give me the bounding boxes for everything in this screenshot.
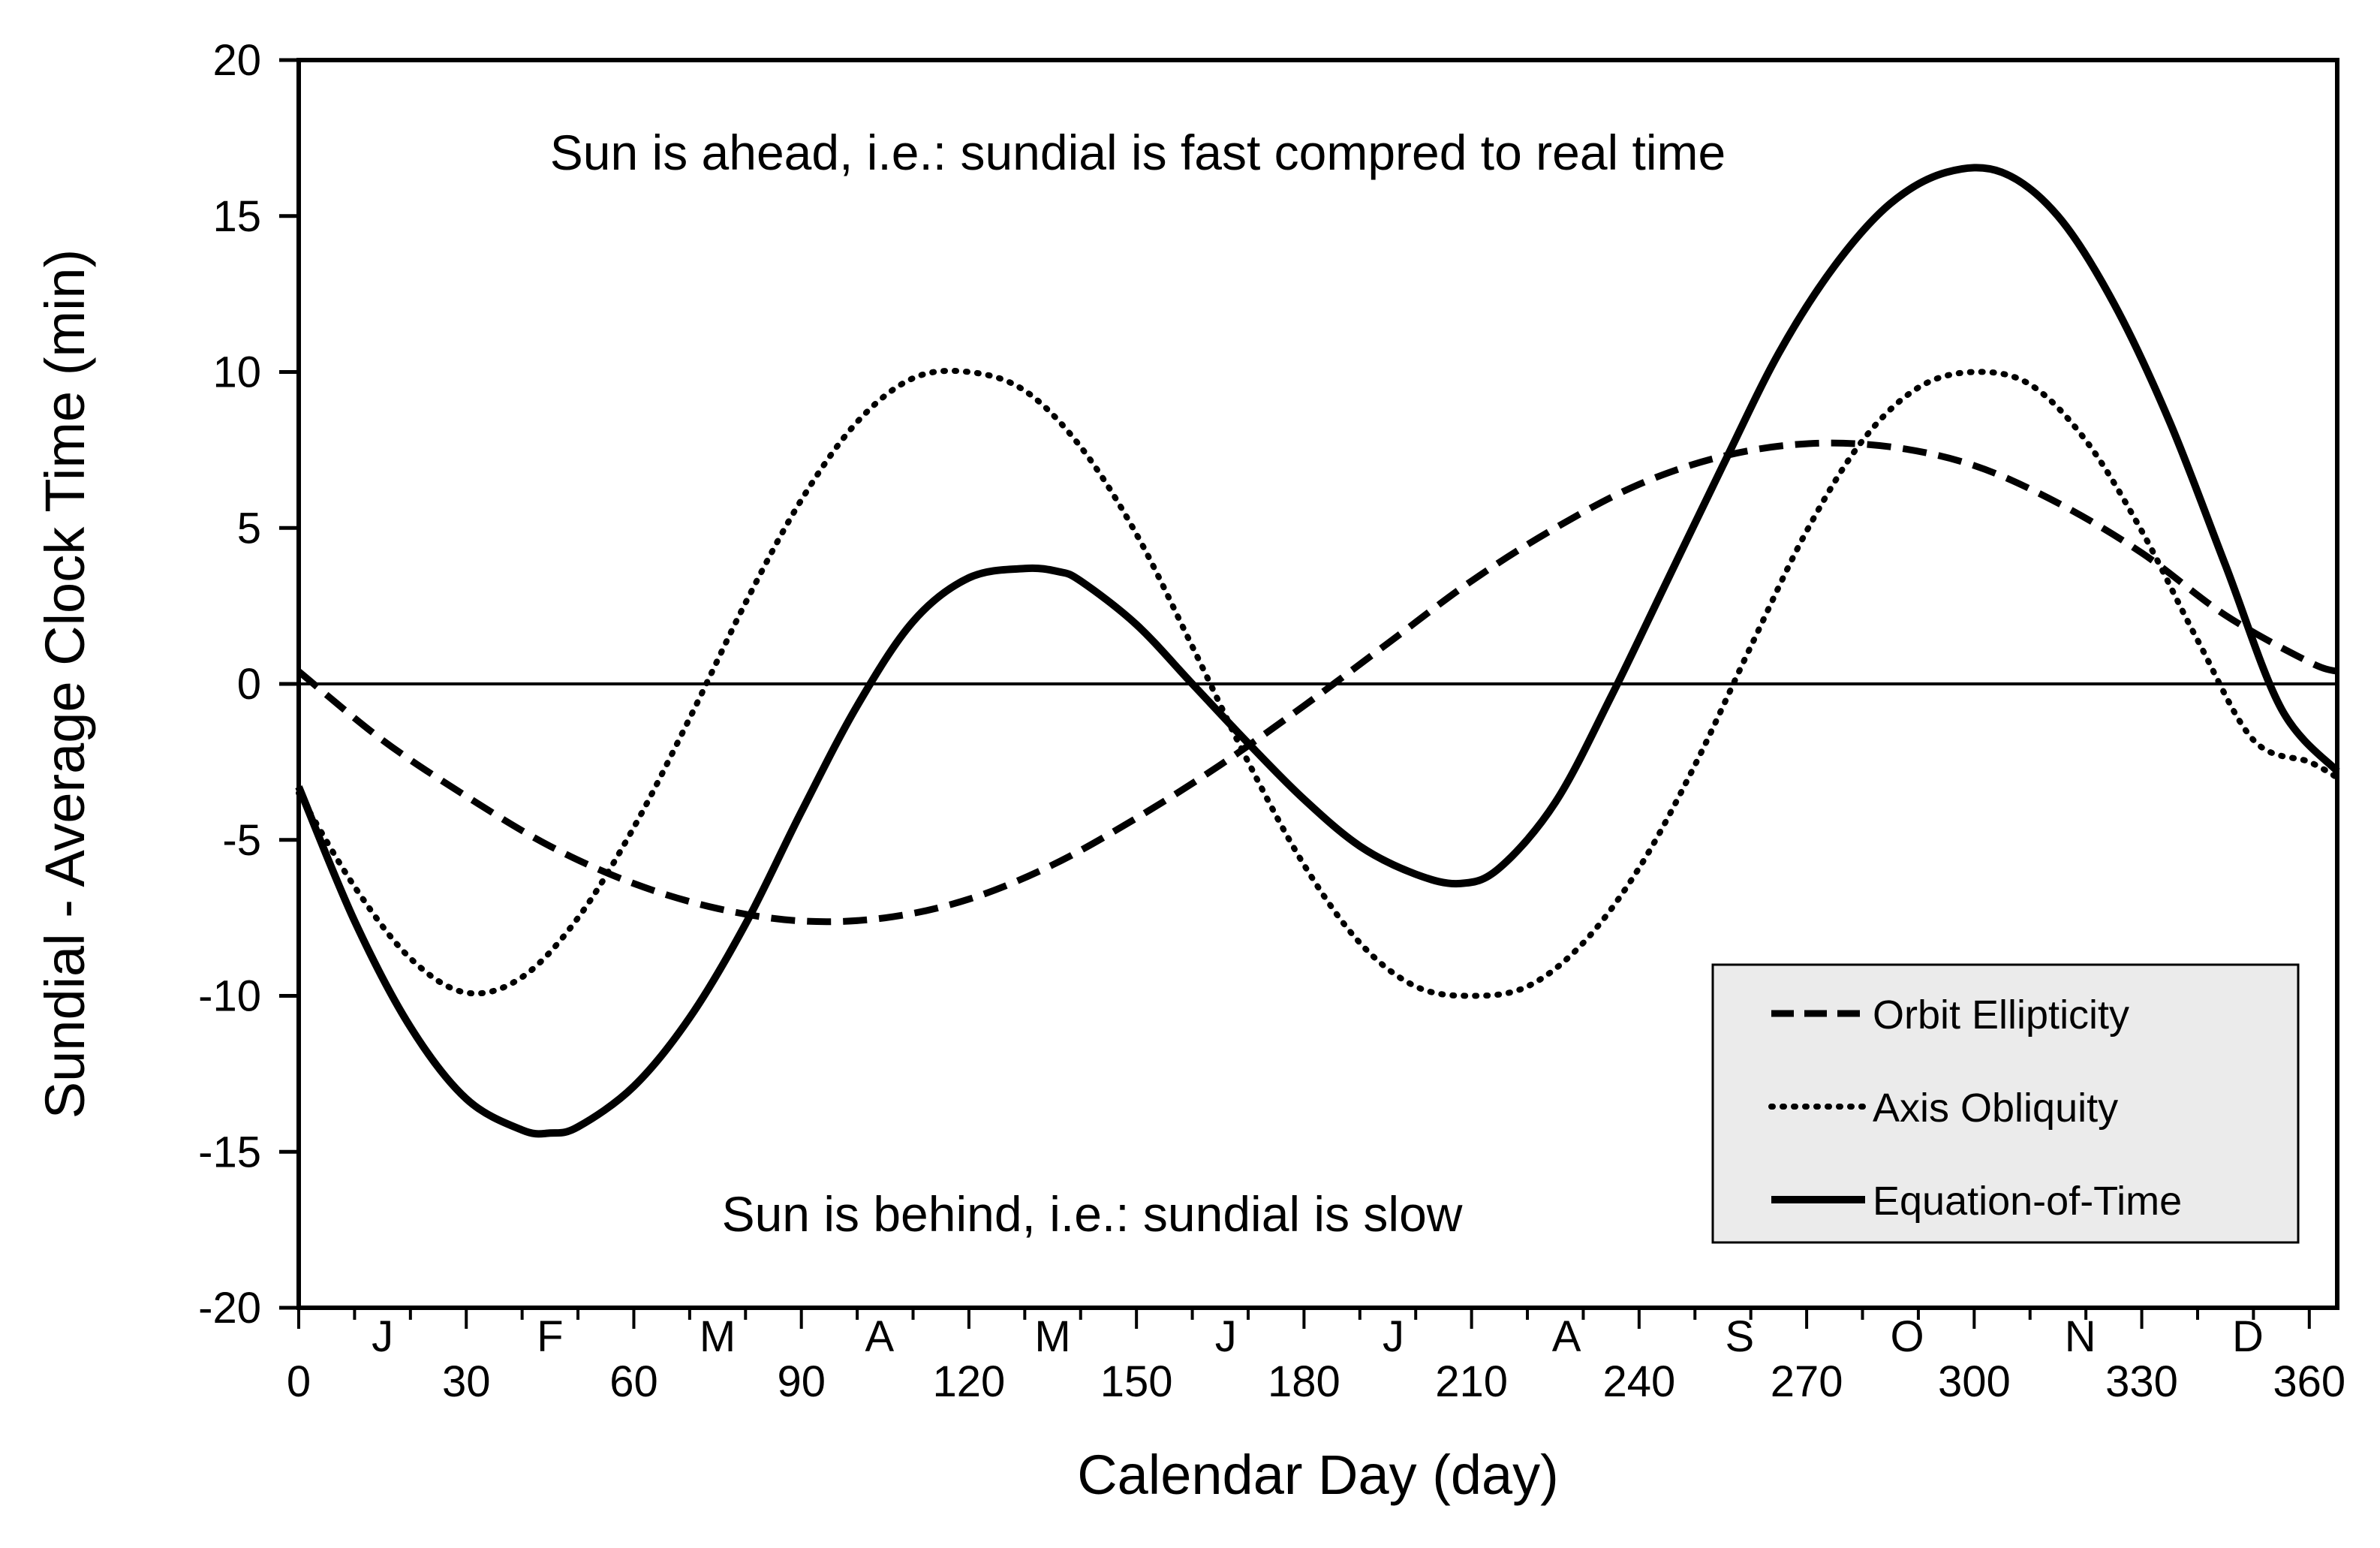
series-line-orbit-ellipticity bbox=[296, 439, 2339, 926]
month-label: S bbox=[1725, 1312, 1754, 1361]
month-label: N bbox=[2065, 1312, 2096, 1361]
x-tick-label: 60 bbox=[609, 1357, 658, 1406]
annotation-sun-ahead: Sun is ahead, i.e.: sundial is fast comp… bbox=[550, 125, 1726, 180]
legend-label-equation-of-time: Equation-of-Time bbox=[1873, 1179, 2182, 1224]
month-label: A bbox=[1552, 1312, 1581, 1361]
x-tick-label: 150 bbox=[1100, 1357, 1173, 1406]
x-tick-label: 240 bbox=[1602, 1357, 1675, 1406]
x-tick-label: 210 bbox=[1435, 1357, 1508, 1406]
y-tick-label: 0 bbox=[237, 660, 261, 709]
x-tick-label: 330 bbox=[2105, 1357, 2178, 1406]
y-tick-label: -5 bbox=[222, 816, 261, 865]
month-label: J bbox=[1215, 1312, 1237, 1361]
x-tick-label: 360 bbox=[2273, 1357, 2345, 1406]
month-label: J bbox=[372, 1312, 393, 1361]
x-tick-label: 270 bbox=[1771, 1357, 1843, 1406]
x-tick-label: 300 bbox=[1938, 1357, 2011, 1406]
month-label: O bbox=[1890, 1312, 1924, 1361]
legend-label-axis-obliquity: Axis Obliquity bbox=[1873, 1086, 2118, 1131]
annotation-sun-behind: Sun is behind, i.e.: sundial is slow bbox=[722, 1186, 1463, 1242]
x-tick-label: 180 bbox=[1268, 1357, 1340, 1406]
month-label: D bbox=[2232, 1312, 2264, 1361]
y-tick-label: 5 bbox=[237, 504, 261, 553]
month-label: J bbox=[1383, 1312, 1404, 1361]
series-line-axis-obliquity bbox=[296, 367, 2340, 999]
y-tick-label: -15 bbox=[198, 1128, 261, 1176]
legend-label-orbit-ellipticity: Orbit Ellipticity bbox=[1873, 992, 2129, 1038]
y-axis-title: Sundial - Average Clock Time (min) bbox=[34, 249, 96, 1119]
x-tick-label: 0 bbox=[287, 1357, 311, 1406]
legend: Orbit Ellipticity Axis Obliquity Equatio… bbox=[1711, 963, 2300, 1244]
month-label: M bbox=[1034, 1312, 1070, 1361]
x-tick-label: 120 bbox=[933, 1357, 1006, 1406]
y-tick-label: 20 bbox=[212, 36, 261, 85]
y-tick-label: 10 bbox=[212, 348, 261, 397]
y-tick-label: -20 bbox=[198, 1284, 261, 1333]
x-axis-title: Calendar Day (day) bbox=[1077, 1444, 1559, 1506]
month-label: F bbox=[537, 1312, 563, 1361]
month-label: A bbox=[865, 1312, 895, 1361]
y-tick-label: 15 bbox=[212, 192, 261, 241]
month-label: M bbox=[700, 1312, 736, 1361]
x-tick-label: 90 bbox=[777, 1357, 826, 1406]
x-tick-label: 30 bbox=[442, 1357, 491, 1406]
series-line-equation-of-time bbox=[295, 164, 2340, 1138]
y-tick-label: -10 bbox=[198, 972, 261, 1021]
